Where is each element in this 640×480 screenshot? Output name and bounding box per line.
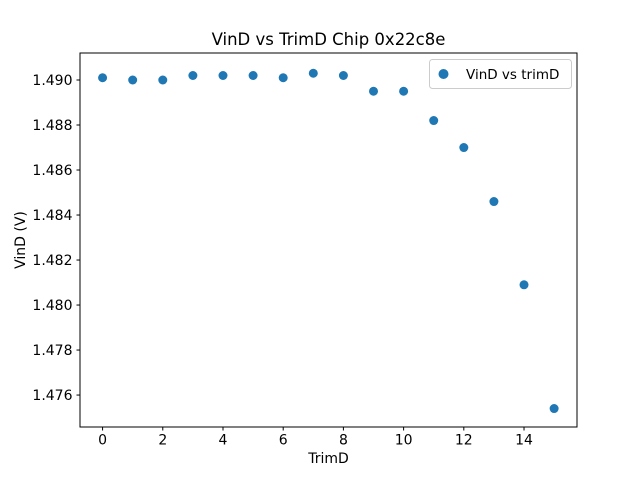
data-point bbox=[98, 73, 108, 83]
y-tick-label: 1.480 bbox=[32, 298, 72, 314]
y-tick-label: 1.490 bbox=[32, 73, 72, 89]
data-point bbox=[188, 71, 198, 81]
y-axis: 1.476 1.478 1.480 1.482 1.484 1.486 1.488 1.490… bbox=[13, 73, 80, 404]
data-point bbox=[549, 404, 559, 414]
plot-border bbox=[79, 52, 578, 428]
y-tick-label: 1.476 bbox=[32, 388, 72, 404]
y-tick-label: 1.482 bbox=[32, 253, 72, 269]
data-point bbox=[489, 197, 499, 207]
y-axis-label: VinD (V) bbox=[13, 211, 29, 269]
data-point bbox=[218, 71, 228, 81]
data-point bbox=[369, 86, 379, 96]
y-tick-label: 1.484 bbox=[32, 208, 72, 224]
x-tick-label: 12 bbox=[455, 433, 473, 449]
x-tick-label: 8 bbox=[339, 433, 348, 449]
data-point bbox=[158, 75, 168, 85]
data-point bbox=[248, 71, 258, 81]
x-tick-label: 2 bbox=[158, 433, 167, 449]
legend-box bbox=[429, 59, 572, 89]
x-axis: 0 2 4 6 8 10 12 14 TrimD bbox=[98, 427, 533, 467]
legend-marker-icon bbox=[438, 69, 449, 79]
x-tick-label: 14 bbox=[515, 433, 533, 449]
data-point bbox=[278, 73, 288, 83]
data-point bbox=[429, 116, 439, 126]
x-tick-label: 6 bbox=[279, 433, 288, 449]
legend-label: VinD vs trimD bbox=[466, 67, 559, 83]
data-point bbox=[128, 75, 138, 85]
x-tick-label: 10 bbox=[395, 433, 413, 449]
data-point bbox=[399, 86, 409, 96]
x-tick-label: 0 bbox=[98, 433, 107, 449]
y-tick-label: 1.488 bbox=[32, 118, 72, 134]
data-point bbox=[459, 143, 469, 153]
chart-title: VinD vs TrimD Chip 0x22c8e bbox=[212, 30, 446, 49]
data-point bbox=[338, 71, 348, 81]
data-point bbox=[308, 68, 318, 78]
y-tick-label: 1.486 bbox=[32, 163, 72, 179]
x-axis-label: TrimD bbox=[307, 451, 349, 467]
y-tick-label: 1.478 bbox=[32, 343, 72, 359]
x-tick-label: 4 bbox=[219, 433, 228, 449]
data-point bbox=[519, 280, 529, 290]
data-series bbox=[98, 68, 559, 414]
legend: VinD vs trimD bbox=[429, 59, 572, 89]
